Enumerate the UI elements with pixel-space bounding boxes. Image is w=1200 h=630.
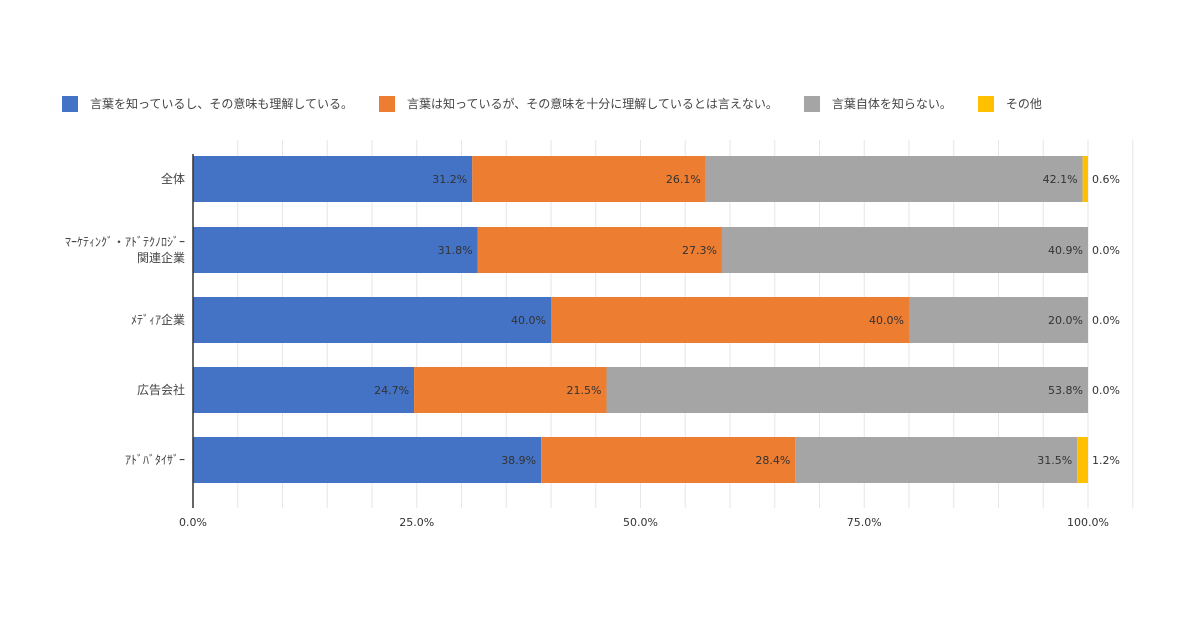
- category-label: ﾏｰｹﾃｨﾝｸﾞ・ｱﾄﾞﾃｸﾉﾛｼﾞｰ: [65, 235, 185, 249]
- data-label: 31.8%: [438, 244, 473, 257]
- data-label: 24.7%: [374, 384, 409, 397]
- bar-segment: [193, 367, 415, 413]
- data-label: 0.0%: [1092, 244, 1120, 257]
- data-label: 28.4%: [755, 454, 790, 467]
- x-tick-label: 50.0%: [623, 516, 658, 529]
- data-label: 40.0%: [869, 314, 904, 327]
- bar-segment: [477, 227, 722, 273]
- data-label: 27.3%: [682, 244, 717, 257]
- category-label: 関連企業: [137, 250, 185, 265]
- bar-segment: [705, 156, 1083, 202]
- legend-item: 言葉を知っているし、その意味も理解している。: [62, 95, 353, 112]
- bar-segment: [551, 297, 909, 343]
- legend-swatch: [62, 95, 78, 112]
- legend-item: 言葉自体を知らない。: [803, 95, 952, 112]
- legend: 言葉を知っているし、その意味も理解している。 言葉は知っているが、その意味を十分に…: [62, 95, 1068, 112]
- legend-swatch: [379, 95, 396, 112]
- bar-segment: [193, 297, 551, 343]
- x-tick-label: 100.0%: [1067, 516, 1109, 529]
- legend-label: その他: [1005, 97, 1042, 111]
- legend-swatch: [977, 95, 994, 112]
- data-label: 20.0%: [1048, 314, 1083, 327]
- legend-swatch: [803, 95, 820, 112]
- data-label: 53.8%: [1048, 384, 1083, 397]
- data-label: 40.0%: [511, 314, 546, 327]
- category-label: 広告会社: [137, 382, 185, 397]
- legend-item: 言葉は知っているが、その意味を十分に理解しているとは言えない。: [379, 95, 778, 112]
- bar-segment: [193, 156, 473, 202]
- category-label: ｱﾄﾞﾊﾞﾀｲｻﾞｰ: [125, 453, 185, 467]
- legend-label: 言葉自体を知らない。: [831, 97, 952, 111]
- bar-segment: [606, 367, 1088, 413]
- data-label: 31.2%: [432, 173, 467, 186]
- data-label: 0.0%: [1092, 314, 1120, 327]
- category-label: ﾒﾃﾞｨｱ企業: [131, 312, 185, 327]
- x-tick-label: 0.0%: [179, 516, 207, 529]
- legend-label: 言葉は知っているが、その意味を十分に理解しているとは言えない。: [407, 97, 778, 111]
- bar-segment: [414, 367, 607, 413]
- data-label: 0.0%: [1092, 384, 1120, 397]
- data-label: 38.9%: [501, 454, 536, 467]
- bar-segment: [1077, 437, 1088, 483]
- bar-segment: [193, 437, 542, 483]
- x-tick-label: 25.0%: [399, 516, 434, 529]
- bar-segment: [1082, 156, 1088, 202]
- data-labels: 31.2% 26.1% 42.1% 0.6% 31.8% 27.3% 40.9% 0.0% 40…: [374, 173, 1120, 467]
- data-label: 1.2%: [1092, 454, 1120, 467]
- bar-segment: [541, 437, 796, 483]
- bar-segment: [721, 227, 1088, 273]
- data-label: 40.9%: [1048, 244, 1083, 257]
- data-label: 31.5%: [1037, 454, 1072, 467]
- legend-item: その他: [977, 95, 1042, 112]
- bars: [193, 156, 1088, 483]
- bar-segment: [909, 297, 1088, 343]
- bar-segment: [193, 227, 478, 273]
- category-label: 全体: [161, 171, 185, 186]
- data-label: 0.6%: [1092, 173, 1120, 186]
- data-label: 42.1%: [1043, 173, 1078, 186]
- x-tick-label: 75.0%: [847, 516, 882, 529]
- bar-segment: [472, 156, 706, 202]
- data-label: 26.1%: [666, 173, 701, 186]
- x-tick-labels: 0.0% 25.0% 50.0% 75.0% 100.0%: [179, 516, 1109, 529]
- bar-segment: [795, 437, 1078, 483]
- data-label: 21.5%: [567, 384, 602, 397]
- legend-label: 言葉を知っているし、その意味も理解している。: [90, 97, 354, 111]
